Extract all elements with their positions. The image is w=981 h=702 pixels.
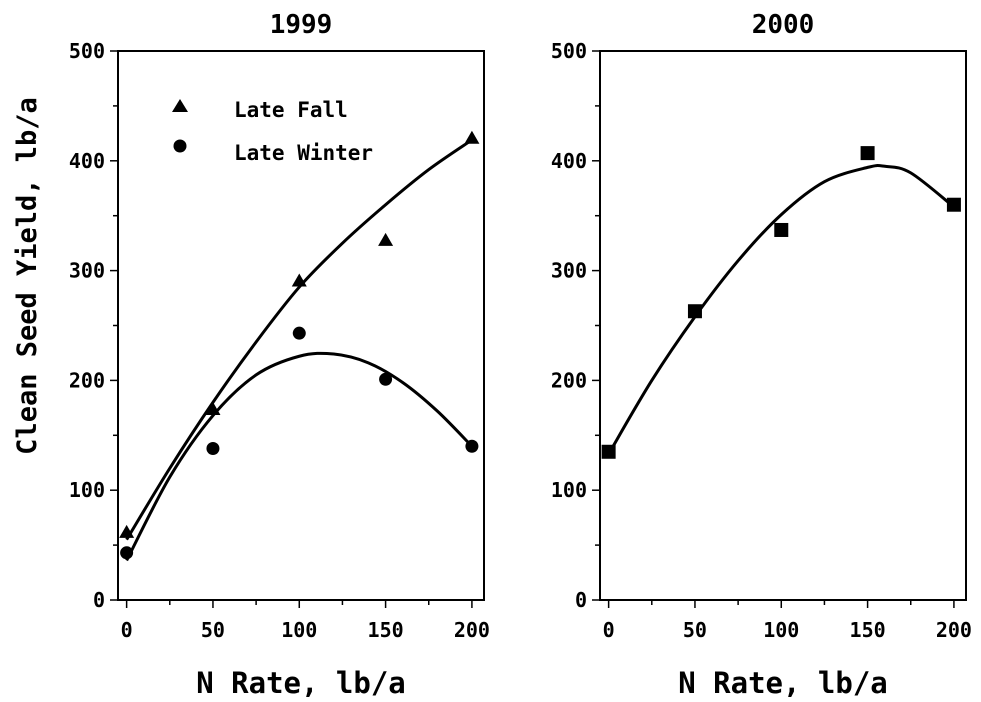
data-point-circle [379,372,393,386]
y-tick-label: 500 [551,39,587,63]
x-tick-label: 200 [454,618,490,642]
plot-frame [117,50,485,601]
data-point-circle [120,546,134,560]
chart-title: 1999 [270,10,333,40]
chart-title: 2000 [752,10,815,40]
x-tick-label: 0 [121,618,133,642]
x-tick-label: 200 [936,618,972,642]
x-tick-label: 150 [850,618,886,642]
x-tick-label: 100 [763,618,799,642]
fit-line [125,351,473,562]
y-tick-label: 400 [551,149,587,173]
plot-frame [599,50,967,601]
x-tick-label: 100 [281,618,317,642]
y-tick-label: 100 [69,478,105,502]
x-axis-title: N Rate, lb/a [196,666,406,700]
data-point-square [774,222,789,237]
data-point-square [601,444,616,459]
y-tick-label: 200 [551,368,587,392]
data-point-circle [465,439,479,453]
x-tick-label: 50 [201,618,225,642]
data-point-triangle [291,273,307,287]
x-tick-label: 0 [603,618,615,642]
data-point-square [946,197,961,212]
y-tick-label: 300 [551,259,587,283]
data-point-triangle [378,232,394,246]
legend-marker-late-fall [172,99,188,112]
legend-label-late-winter: Late Winter [234,141,373,165]
x-axis-title: N Rate, lb/a [678,666,888,700]
panel-1999: 1999 N Rate, lb/a 0 50 100 150 200 0 100 200 300 40… [69,10,490,700]
data-point-triangle [119,524,135,538]
legend: Late Fall Late Winter [172,98,373,165]
y-axis-title: Clean Seed Yield, lb/a [12,97,43,455]
y-tick-label: 400 [69,149,105,173]
x-tick-label: 150 [368,618,404,642]
legend-marker-late-winter [173,139,187,153]
y-tick-label: 500 [69,39,105,63]
y-tick-label: 0 [93,588,105,612]
y-tick-label: 300 [69,259,105,283]
y-tick-label: 200 [69,368,105,392]
data-point-square [687,304,702,319]
data-point-circle [206,441,220,455]
legend-label-late-fall: Late Fall [234,98,348,122]
data-point-circle [292,326,306,340]
fit-line [125,138,473,541]
x-tick-label: 50 [683,618,707,642]
data-point-square [860,146,875,161]
y-tick-label: 0 [575,588,587,612]
data-point-triangle [464,130,480,144]
fit-line [607,164,955,455]
y-tick-label: 100 [551,478,587,502]
